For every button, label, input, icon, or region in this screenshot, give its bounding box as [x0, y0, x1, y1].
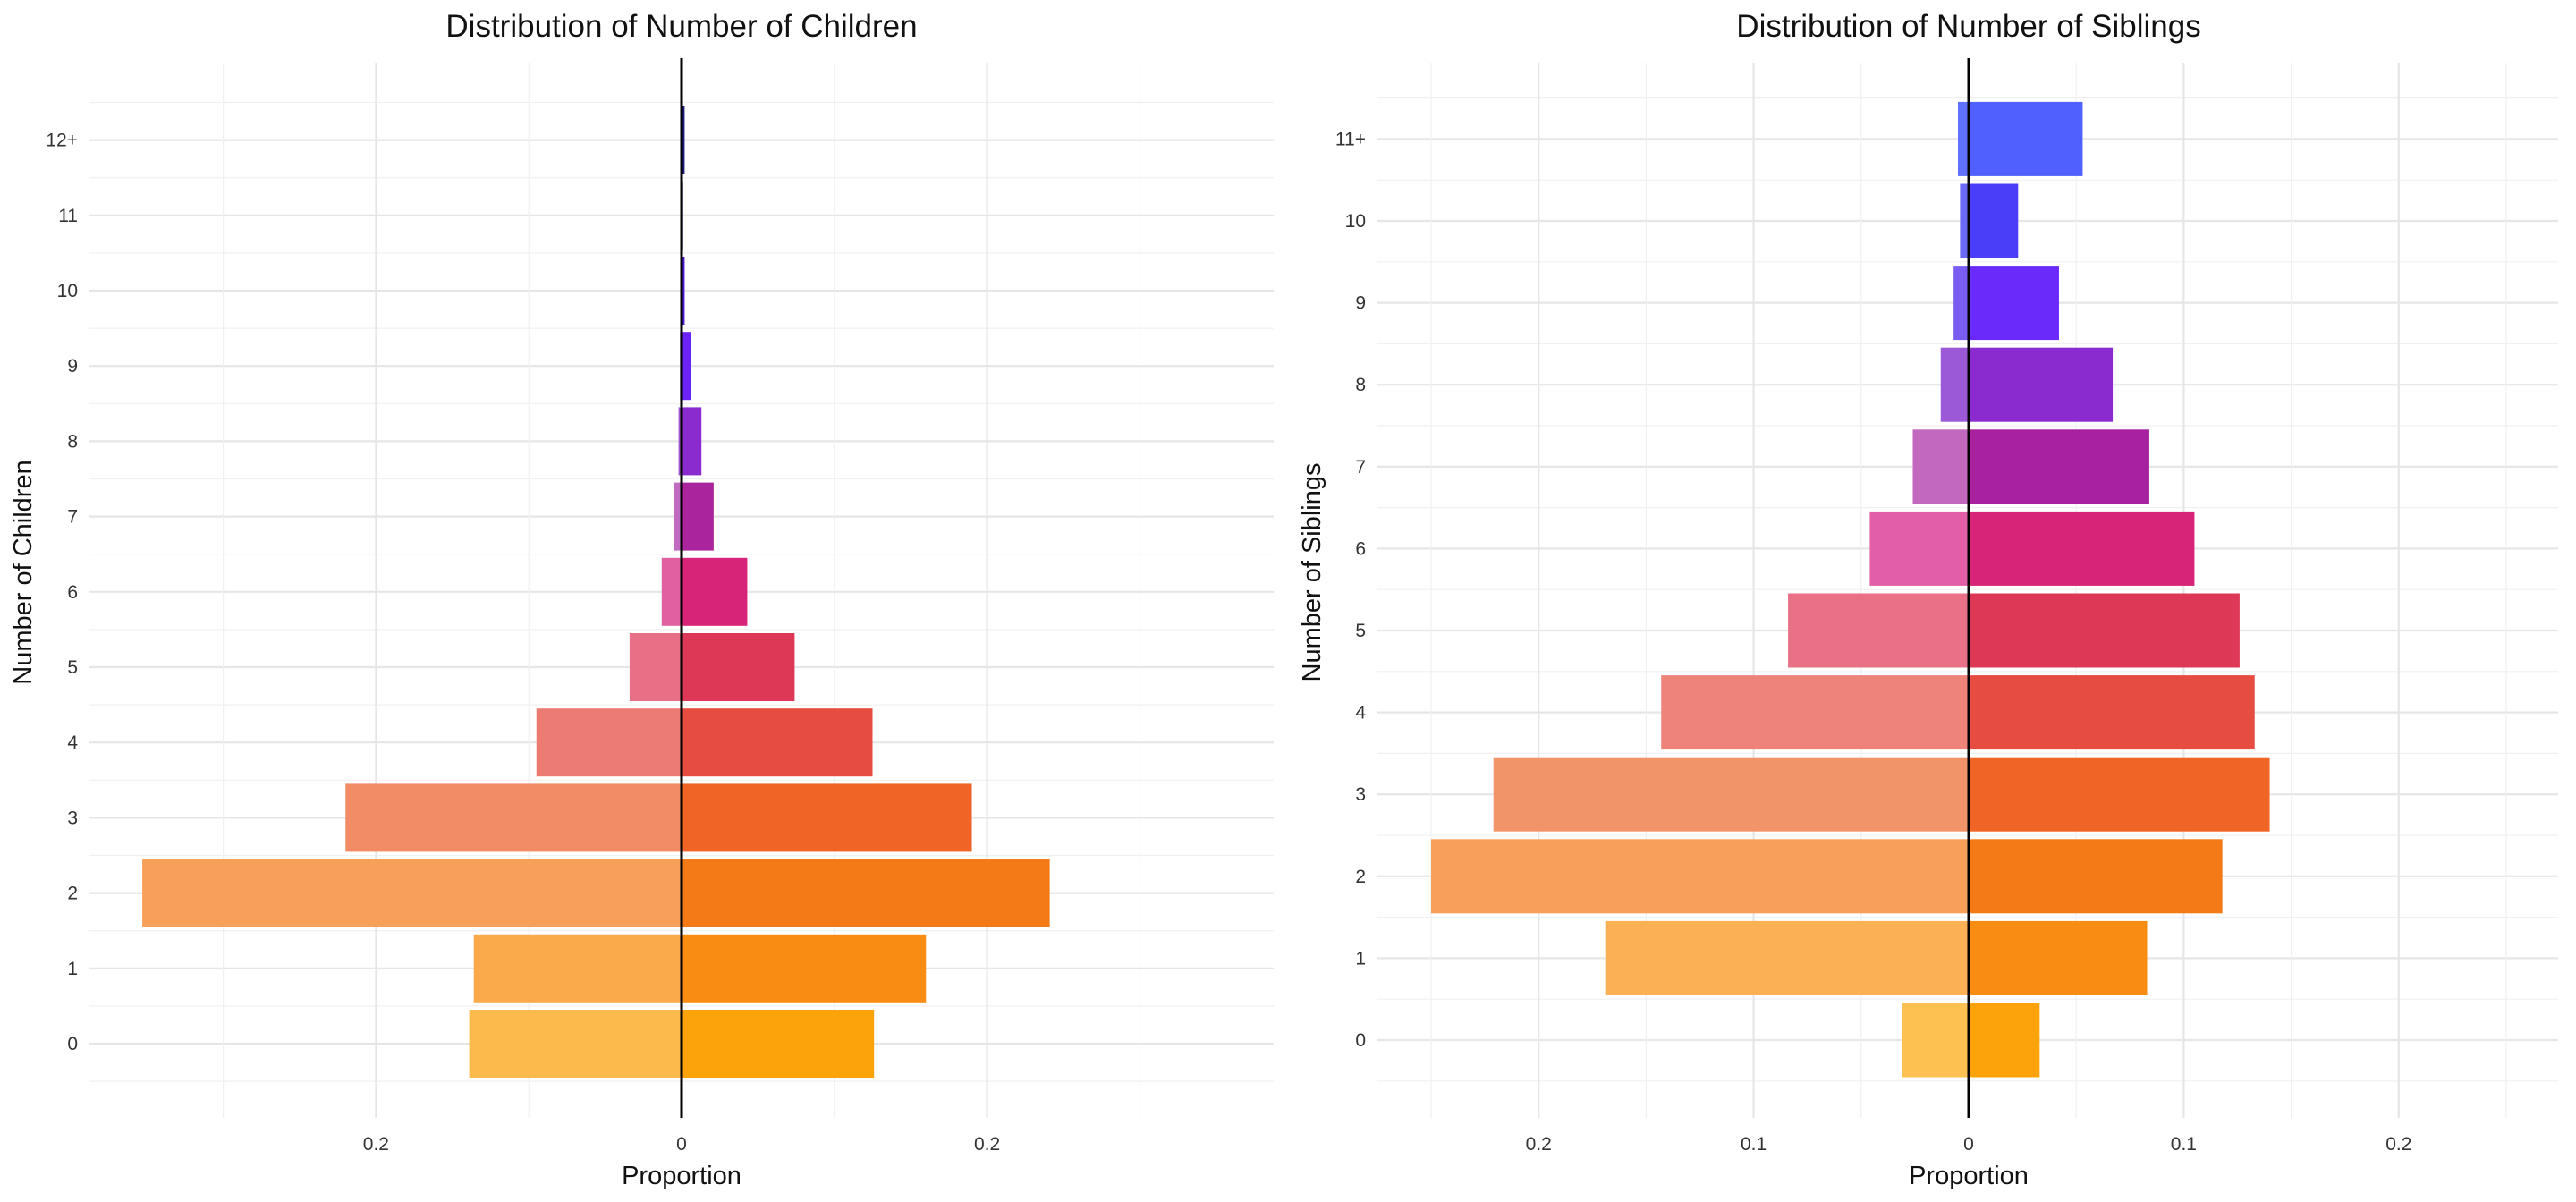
- bar-right-3: [1969, 757, 2270, 832]
- bar-left-6: [1869, 511, 1969, 586]
- y-tick-label: 11+: [1335, 129, 1366, 149]
- y-tick-label: 3: [1355, 784, 1366, 805]
- y-tick-label: 7: [1355, 457, 1366, 478]
- chart-title: Distribution of Number of Siblings: [1736, 9, 2200, 44]
- bar-right-6: [682, 557, 748, 626]
- bar-right-4: [682, 708, 873, 777]
- bar-right-9: [1969, 266, 2059, 341]
- y-tick-label: 7: [67, 507, 78, 528]
- bar-left-11+: [1957, 101, 1969, 176]
- x-tick-label: 0.2: [974, 1134, 1000, 1155]
- bar-right-11+: [1969, 101, 2083, 176]
- bar-right-2: [682, 859, 1050, 927]
- x-axis-title: Proportion: [1909, 1162, 2029, 1190]
- y-axis-title: Number of Children: [9, 460, 38, 684]
- x-tick-label: 0: [676, 1134, 687, 1155]
- y-tick-labels: 0 1 2 3 4 5 6 7 8 9 10 11+: [1335, 129, 1366, 1051]
- bar-left-0: [469, 1010, 682, 1078]
- bar-left-7: [1912, 429, 1969, 504]
- y-tick-label: 12+: [46, 131, 78, 151]
- y-tick-label: 5: [1355, 621, 1366, 641]
- bar-left-10: [1960, 183, 1969, 258]
- y-tick-label: 6: [67, 582, 78, 603]
- bar-right-7: [682, 482, 714, 551]
- bar-right-8: [1969, 347, 2114, 422]
- bar-left-4: [1661, 675, 1969, 750]
- x-tick-label: 0.1: [1741, 1134, 1767, 1155]
- bar-right-0: [1969, 1003, 2040, 1078]
- bar-left-3: [1493, 757, 1969, 832]
- bar-right-9: [682, 332, 691, 401]
- y-tick-label: 0: [1355, 1030, 1366, 1051]
- y-tick-label: 8: [67, 431, 78, 452]
- x-tick-labels: 0.2 0.1 0 0.1 0.2: [1526, 1134, 2412, 1155]
- bar-left-0: [1902, 1003, 1969, 1078]
- y-tick-label: 1: [67, 959, 78, 979]
- bar-right-1: [682, 934, 927, 1003]
- bar-right-12+: [682, 106, 685, 174]
- bar-right-5: [1969, 593, 2240, 668]
- x-axis-title: Proportion: [622, 1162, 741, 1190]
- bar-left-4: [536, 708, 682, 777]
- x-tick-label: 0.2: [1526, 1134, 1552, 1155]
- x-tick-label: 0: [1963, 1134, 1974, 1155]
- y-tick-label: 11: [58, 206, 78, 226]
- x-tick-label: 0.2: [2385, 1134, 2411, 1155]
- y-tick-label: 5: [67, 657, 78, 678]
- chart-panel-2: 0 1 2 3 4 5 6 7 8 9 10 11+ 0.2 0.1 0 0.1 0.2 Distribution…: [1298, 9, 2558, 1190]
- y-tick-label: 2: [67, 884, 78, 904]
- y-tick-label: 9: [1355, 293, 1366, 314]
- bar-left-1: [473, 934, 682, 1003]
- bar-right-7: [1969, 429, 2149, 504]
- x-tick-labels: 0.2 0 0.2: [363, 1134, 1000, 1155]
- bar-left-7: [674, 482, 682, 551]
- y-tick-label: 6: [1355, 538, 1366, 559]
- x-tick-label: 0.1: [2171, 1134, 2197, 1155]
- y-tick-label: 2: [1355, 867, 1366, 887]
- y-tick-label: 3: [67, 808, 78, 828]
- bar-left-6: [661, 557, 682, 626]
- x-tick-label: 0.2: [363, 1134, 389, 1155]
- bar-right-2: [1969, 839, 2223, 914]
- bar-right-8: [682, 407, 702, 476]
- y-tick-label: 10: [1345, 211, 1366, 232]
- y-tick-label: 1: [1355, 948, 1366, 969]
- bar-left-2: [1431, 839, 1969, 914]
- y-axis-title: Number of Siblings: [1298, 463, 1326, 682]
- bar-right-6: [1969, 511, 2195, 586]
- bar-left-9: [1953, 266, 1969, 341]
- y-tick-label: 8: [1355, 375, 1366, 395]
- y-tick-label: 0: [67, 1034, 78, 1054]
- bar-right-5: [682, 633, 795, 701]
- bar-left-3: [345, 783, 682, 852]
- y-tick-label: 4: [67, 732, 78, 753]
- bar-left-5: [1788, 593, 1969, 668]
- bar-left-5: [629, 633, 682, 701]
- bar-left-8: [1940, 347, 1969, 422]
- bars: [142, 106, 1050, 1078]
- y-tick-label: 10: [57, 281, 78, 301]
- y-tick-labels: 0 1 2 3 4 5 6 7 8 9 10 11 12+: [46, 131, 78, 1054]
- bar-left-8: [678, 407, 682, 476]
- bar-right-10: [682, 257, 685, 325]
- bar-left-1: [1605, 920, 1969, 995]
- bar-right-1: [1969, 920, 2148, 995]
- bar-left-2: [142, 859, 682, 927]
- bar-right-10: [1969, 183, 2019, 258]
- chart-panel-1: 0 1 2 3 4 5 6 7 8 9 10 11 12+ 0.2 0 0.2 Distribution of …: [9, 9, 1274, 1190]
- bars: [1431, 101, 2270, 1078]
- bar-right-3: [682, 783, 972, 852]
- bar-right-0: [682, 1010, 875, 1078]
- y-tick-label: 9: [67, 356, 78, 377]
- chart-title: Distribution of Number of Children: [445, 9, 917, 44]
- y-tick-label: 4: [1355, 703, 1366, 724]
- bar-right-4: [1969, 675, 2255, 750]
